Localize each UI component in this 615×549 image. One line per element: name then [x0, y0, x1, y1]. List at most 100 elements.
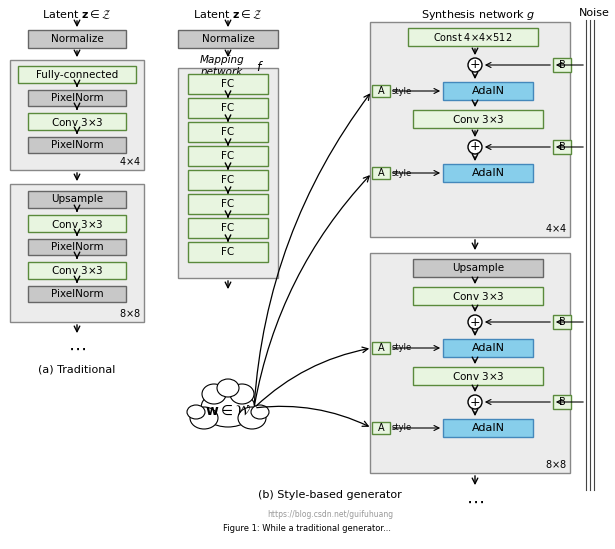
Text: Figure 1: While a traditional generator...: Figure 1: While a traditional generator.… [223, 524, 391, 533]
Text: $\mathbf{w} \in \mathcal{W}$: $\mathbf{w} \in \mathcal{W}$ [205, 404, 251, 418]
Text: Latent $\mathbf{z} \in \mathcal{Z}$: Latent $\mathbf{z} \in \mathcal{Z}$ [42, 8, 112, 21]
Text: +: + [470, 395, 480, 408]
FancyBboxPatch shape [188, 122, 268, 142]
FancyBboxPatch shape [178, 30, 278, 48]
Text: +: + [470, 59, 480, 71]
Text: Const 4$\times$4$\times$512: Const 4$\times$4$\times$512 [434, 31, 513, 43]
Circle shape [468, 395, 482, 409]
FancyBboxPatch shape [553, 140, 571, 154]
FancyBboxPatch shape [553, 395, 571, 409]
Text: FC: FC [221, 199, 235, 209]
Text: A: A [378, 343, 384, 353]
Ellipse shape [190, 407, 218, 429]
FancyBboxPatch shape [18, 66, 136, 83]
Text: style: style [392, 344, 412, 352]
FancyBboxPatch shape [413, 259, 543, 277]
Text: PixelNorm: PixelNorm [50, 140, 103, 150]
FancyBboxPatch shape [553, 315, 571, 329]
Text: A: A [378, 423, 384, 433]
Text: $\cdots$: $\cdots$ [68, 340, 86, 358]
Text: +: + [470, 316, 480, 328]
Text: https://blog.csdn.net/guifuhuang: https://blog.csdn.net/guifuhuang [267, 510, 393, 519]
FancyBboxPatch shape [372, 167, 390, 179]
Text: Conv 3$\times$3: Conv 3$\times$3 [451, 370, 504, 382]
Text: FC: FC [221, 247, 235, 257]
Text: Mapping
network: Mapping network [200, 55, 244, 77]
Ellipse shape [201, 389, 255, 427]
Text: B: B [558, 397, 565, 407]
FancyBboxPatch shape [370, 253, 570, 473]
Text: Noise: Noise [579, 8, 609, 18]
Text: B: B [558, 317, 565, 327]
Text: Normalize: Normalize [50, 34, 103, 44]
FancyBboxPatch shape [28, 90, 126, 106]
Text: AdaIN: AdaIN [472, 168, 504, 178]
FancyBboxPatch shape [28, 137, 126, 153]
Text: Conv 3$\times$3: Conv 3$\times$3 [50, 265, 103, 277]
Text: FC: FC [221, 223, 235, 233]
Text: 4$\times$4: 4$\times$4 [119, 155, 141, 167]
Text: $\cdots$: $\cdots$ [466, 493, 484, 511]
FancyBboxPatch shape [553, 58, 571, 72]
FancyBboxPatch shape [443, 339, 533, 357]
FancyBboxPatch shape [28, 113, 126, 130]
Text: AdaIN: AdaIN [472, 343, 504, 353]
Text: style: style [392, 169, 412, 177]
FancyBboxPatch shape [188, 218, 268, 238]
Text: Conv 3$\times$3: Conv 3$\times$3 [50, 217, 103, 229]
FancyBboxPatch shape [372, 85, 390, 97]
Text: FC: FC [221, 151, 235, 161]
FancyBboxPatch shape [443, 164, 533, 182]
Text: (b) Style-based generator: (b) Style-based generator [258, 490, 402, 500]
Text: +: + [470, 141, 480, 154]
FancyBboxPatch shape [188, 74, 268, 94]
Text: Normalize: Normalize [202, 34, 255, 44]
Text: AdaIN: AdaIN [472, 86, 504, 96]
FancyBboxPatch shape [188, 194, 268, 214]
FancyBboxPatch shape [443, 82, 533, 100]
Ellipse shape [202, 384, 226, 404]
Text: Upsample: Upsample [51, 194, 103, 204]
FancyBboxPatch shape [28, 262, 126, 279]
FancyBboxPatch shape [372, 342, 390, 354]
Text: 8$\times$8: 8$\times$8 [545, 458, 567, 470]
Text: B: B [558, 142, 565, 152]
Text: AdaIN: AdaIN [472, 423, 504, 433]
FancyBboxPatch shape [443, 419, 533, 437]
Text: (a) Traditional: (a) Traditional [38, 365, 116, 375]
FancyBboxPatch shape [372, 422, 390, 434]
FancyBboxPatch shape [370, 22, 570, 237]
Text: FC: FC [221, 103, 235, 113]
FancyBboxPatch shape [28, 215, 126, 232]
Text: PixelNorm: PixelNorm [50, 93, 103, 103]
FancyBboxPatch shape [408, 28, 538, 46]
FancyBboxPatch shape [28, 239, 126, 255]
Text: B: B [558, 60, 565, 70]
Ellipse shape [217, 379, 239, 397]
Text: Latent $\mathbf{z} \in \mathcal{Z}$: Latent $\mathbf{z} \in \mathcal{Z}$ [193, 8, 263, 21]
Text: FC: FC [221, 175, 235, 185]
FancyBboxPatch shape [413, 287, 543, 305]
Text: Fully-connected: Fully-connected [36, 70, 118, 80]
FancyBboxPatch shape [10, 60, 144, 170]
FancyBboxPatch shape [28, 286, 126, 302]
Ellipse shape [230, 384, 254, 404]
FancyBboxPatch shape [188, 242, 268, 262]
FancyBboxPatch shape [413, 367, 543, 385]
Text: $f$: $f$ [256, 60, 264, 74]
Text: Upsample: Upsample [452, 263, 504, 273]
Text: Conv 3$\times$3: Conv 3$\times$3 [50, 115, 103, 127]
FancyBboxPatch shape [28, 30, 126, 48]
Text: Conv 3$\times$3: Conv 3$\times$3 [451, 290, 504, 302]
Text: PixelNorm: PixelNorm [50, 242, 103, 252]
Ellipse shape [251, 405, 269, 419]
Text: Synthesis network $g$: Synthesis network $g$ [421, 8, 535, 22]
Text: A: A [378, 86, 384, 96]
Text: style: style [392, 87, 412, 96]
FancyBboxPatch shape [188, 98, 268, 118]
Circle shape [468, 140, 482, 154]
Ellipse shape [238, 407, 266, 429]
Text: 4$\times$4: 4$\times$4 [545, 222, 567, 234]
FancyBboxPatch shape [188, 146, 268, 166]
Text: FC: FC [221, 127, 235, 137]
